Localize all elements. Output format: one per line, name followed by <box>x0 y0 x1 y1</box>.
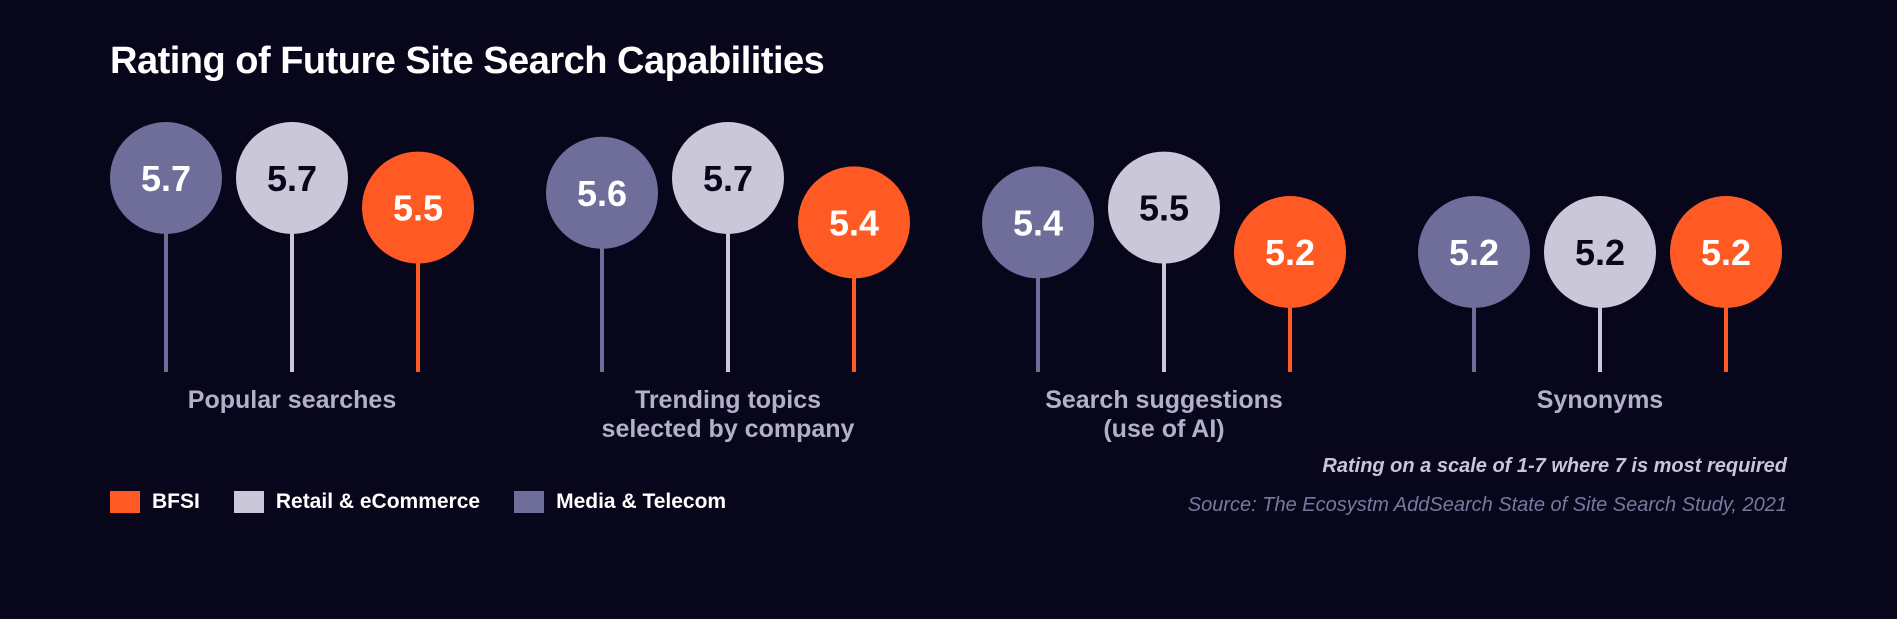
legend-swatch-bfsi <box>110 491 140 513</box>
value-label-bfsi: 5.5 <box>393 188 443 229</box>
category-label: Synonyms <box>1537 386 1663 414</box>
category-label: Trending topics selected by company <box>602 386 855 443</box>
dot-media-telecom <box>1418 196 1530 308</box>
chart-title: Rating of Future Site Search Capabilitie… <box>110 40 825 82</box>
value-label-media-telecom: 5.6 <box>577 173 627 214</box>
dot-bfsi <box>1234 196 1346 308</box>
value-label-media-telecom: 5.2 <box>1449 232 1499 273</box>
legend-label-retail: Retail & eCommerce <box>275 490 481 513</box>
dot-retail-ecommerce <box>672 122 784 234</box>
source-note: Source: The Ecosystm AddSearch State of … <box>1187 494 1787 516</box>
dot-bfsi <box>1670 196 1782 308</box>
value-label-retail-ecommerce: 5.5 <box>1139 188 1189 229</box>
dot-bfsi <box>362 151 474 264</box>
legend-swatch-media <box>514 491 545 513</box>
value-label-retail-ecommerce: 5.2 <box>1575 232 1625 273</box>
scale-note: Rating on a scale of 1-7 where 7 is most… <box>1322 455 1787 477</box>
category-label: Search suggestions (use of AI) <box>1045 386 1283 443</box>
group-search-suggestions-use-of-ai: 5.4 5.5 5.2 Search suggestions (use of AI) <box>982 151 1346 443</box>
legend-label-bfsi: BFSI <box>152 490 200 513</box>
value-label-bfsi: 5.2 <box>1265 232 1315 273</box>
value-label-bfsi: 5.4 <box>829 202 879 243</box>
dot-retail-ecommerce <box>1108 151 1220 264</box>
dot-media-telecom <box>546 136 658 249</box>
dot-retail-ecommerce <box>236 122 348 234</box>
category-label: Popular searches <box>188 386 396 414</box>
group-synonyms: 5.2 5.2 5.2 Synonyms <box>1418 196 1782 414</box>
legend: BFSI Retail & eCommerce Media & Telecom <box>110 490 726 514</box>
legend-item-media: Media & Telecom <box>514 490 726 514</box>
legend-item-bfsi: BFSI <box>110 490 200 514</box>
dot-bfsi <box>798 166 910 279</box>
value-label-bfsi: 5.2 <box>1701 232 1751 273</box>
value-label-media-telecom: 5.7 <box>141 158 191 199</box>
dot-media-telecom <box>982 166 1094 279</box>
legend-label-media: Media & Telecom <box>556 490 727 513</box>
dot-retail-ecommerce <box>1544 196 1656 308</box>
legend-item-retail: Retail & eCommerce <box>233 490 481 514</box>
value-label-retail-ecommerce: 5.7 <box>703 158 753 199</box>
value-label-media-telecom: 5.4 <box>1013 202 1063 243</box>
group-trending-topics-selected-by-company: 5.6 5.7 5.4 Trending topics selected by comp… <box>546 122 910 443</box>
value-label-retail-ecommerce: 5.7 <box>267 158 317 199</box>
dot-media-telecom <box>110 122 222 234</box>
group-popular-searches: 5.7 5.7 5.5 Popular searches <box>110 122 474 414</box>
legend-swatch-retail <box>233 491 264 513</box>
